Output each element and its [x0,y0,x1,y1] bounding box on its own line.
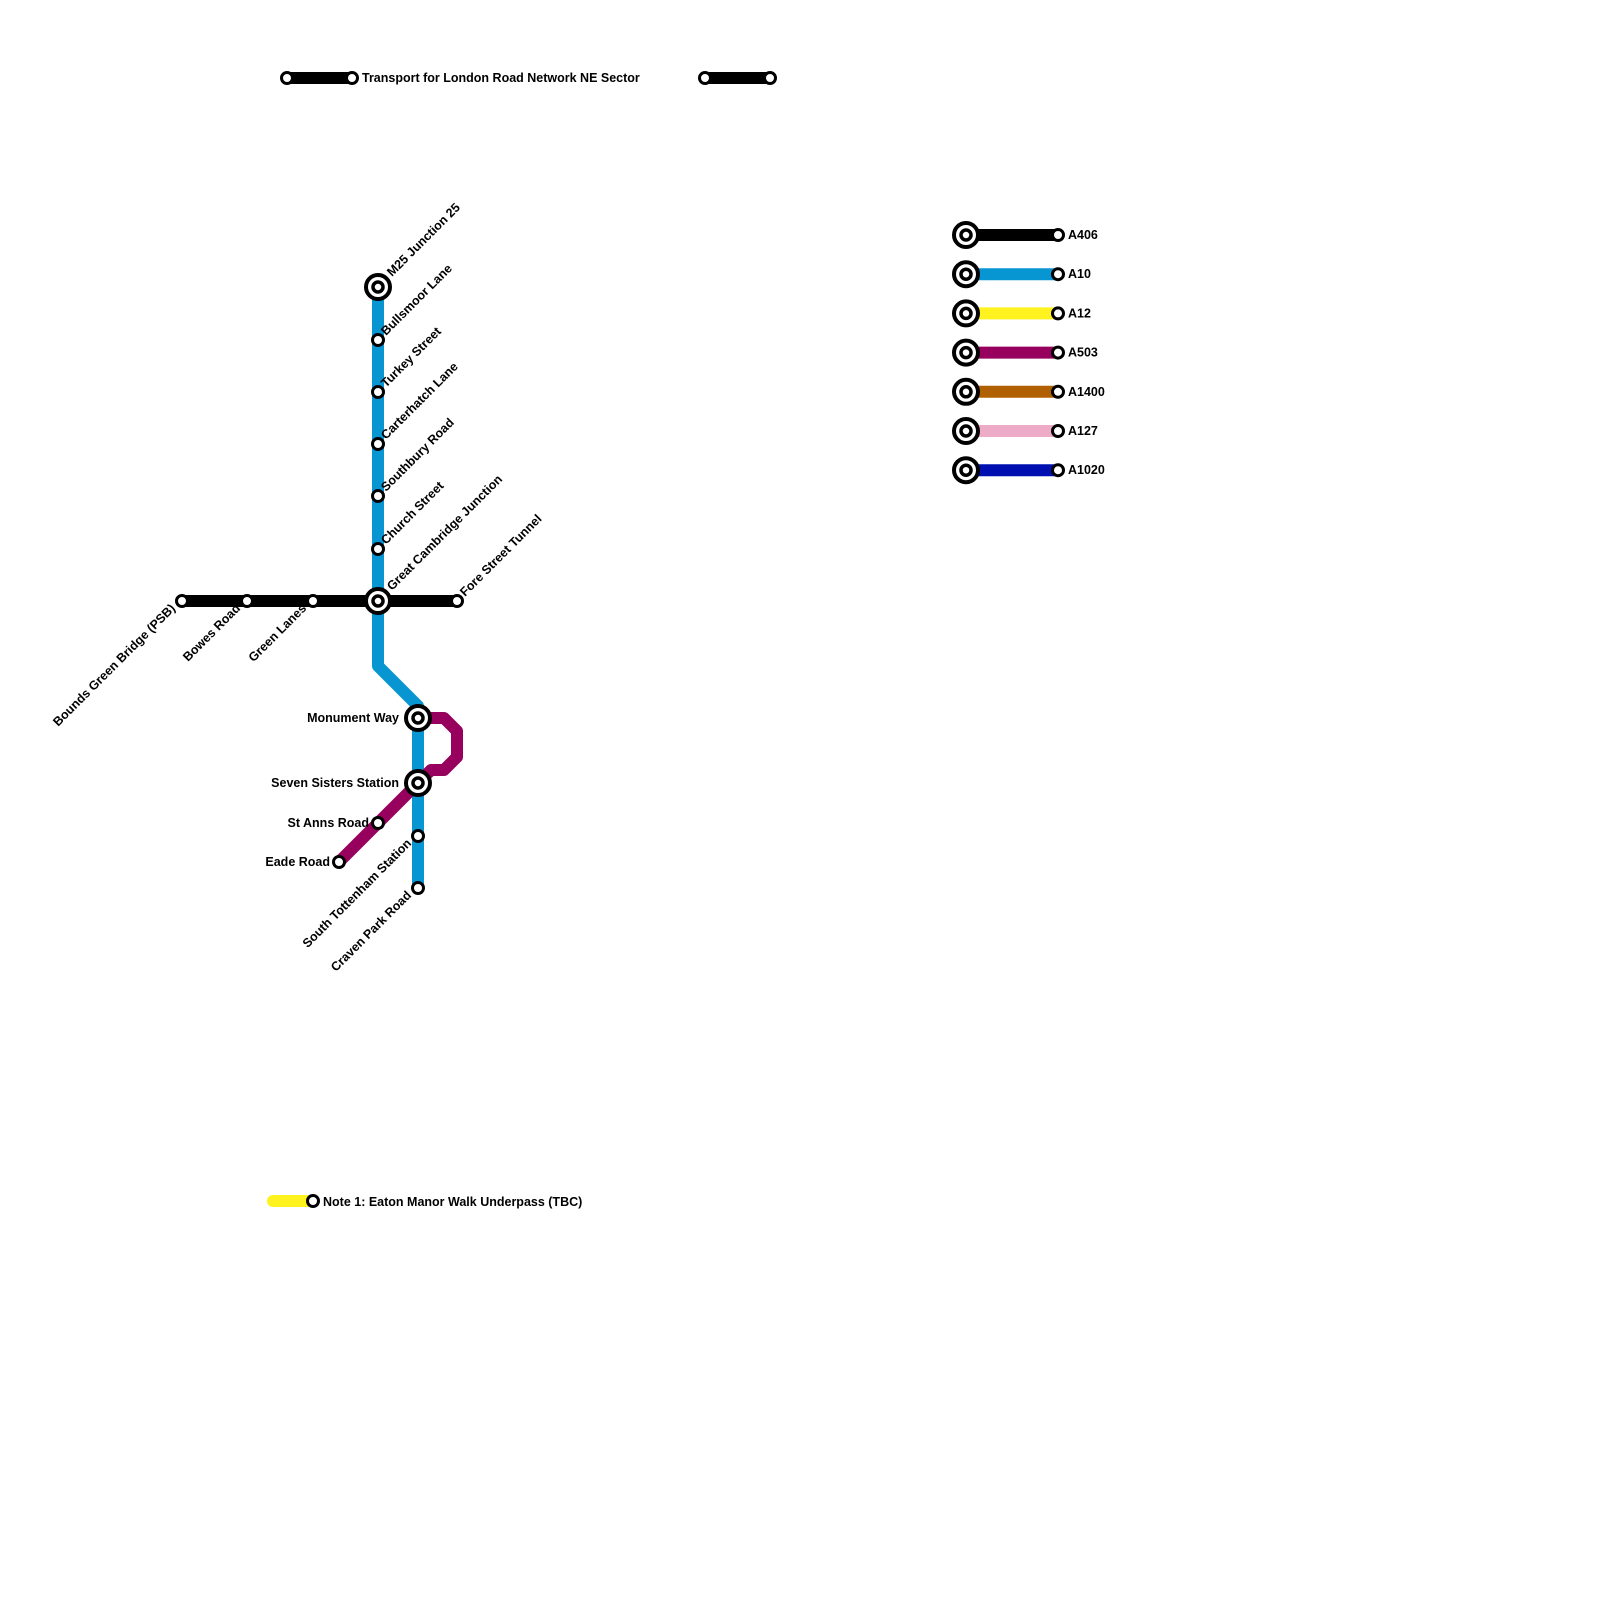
a503-line [333,712,463,868]
legend-end-icon [1051,424,1065,438]
map-title: Transport for London Road Network NE Sec… [362,71,640,85]
station-bowes-road-icon[interactable] [240,594,254,608]
station-bounds-green-bridge-psb-icon[interactable] [175,594,189,608]
legend-inner-icon [959,267,973,281]
legend-end-icon [1051,384,1065,399]
station-label-monument-way: Monument Way [307,711,399,725]
legend-inner-icon [959,463,973,477]
station-monument-way-inner-icon [411,711,425,725]
legend-label-a127: A127 [1068,424,1098,438]
legend-inner-icon [959,345,973,360]
station-southbury-road-icon[interactable] [371,489,385,503]
station-label-eade-road: Eade Road [265,855,330,869]
legend: A406 A10 A12 A503 A1400 A127 A1020 [952,221,1105,485]
note-icon[interactable] [306,1194,320,1208]
legend-inner-icon [959,424,973,438]
legend-label-a1400: A1400 [1068,385,1105,399]
station-great-cambridge-junction-inner-icon [371,594,385,608]
station-label-st-anns-road: St Anns Road [288,816,369,830]
legend-inner-icon [959,385,973,399]
legend-label-a503: A503 [1068,346,1098,360]
station-bullsmoor-lane-icon[interactable] [371,333,385,347]
station-m25-junction-25-inner-icon [371,280,385,294]
title-left-start-icon[interactable] [280,71,294,85]
title-right-end-icon[interactable] [763,71,777,85]
station-label-green-lanes: Green Lanes [246,601,309,664]
legend-end-icon [1051,306,1065,321]
station-carterhatch-lane-icon[interactable] [371,437,385,451]
title-left-end-icon[interactable] [345,71,359,85]
station-label-bounds-green-bridge-psb: Bounds Green Bridge (PSB) [50,601,178,729]
legend-inner-icon [959,306,973,321]
legend-label-a406: A406 [1068,228,1098,242]
station-seven-sisters-station-inner-icon [411,776,425,790]
legend-label-a10: A10 [1068,267,1091,281]
station-label-south-tottenham-station: South Tottenham Station [300,836,414,950]
legend-label-a12: A12 [1068,306,1091,320]
station-label-m25-junction-25: M25 Junction 25 [384,200,463,279]
route-lines [176,72,776,1207]
station-turkey-street-icon[interactable] [371,385,385,399]
legend-end-icon [1051,267,1065,282]
title-right-start-icon[interactable] [698,71,712,85]
station-craven-park-road-icon[interactable] [411,881,425,895]
station-label-seven-sisters-station: Seven Sisters Station [271,776,399,790]
station-eade-road-icon[interactable] [332,855,346,869]
station-green-lanes-icon[interactable] [306,594,320,608]
station-label-fore-street-tunnel: Fore Street Tunnel [457,512,544,599]
legend-end-icon [1051,228,1065,242]
legend-inner-icon [959,228,973,242]
legend-end-icon [1051,463,1065,478]
station-label-bowes-road: Bowes Road [180,601,243,664]
legend-end-icon [1051,345,1065,360]
note-text: Note 1: Eaton Manor Walk Underpass (TBC) [323,1195,582,1209]
station-church-street-icon[interactable] [371,542,385,556]
station-fore-street-tunnel-icon[interactable] [450,594,464,608]
legend-label-a1020: A1020 [1068,463,1105,477]
station-st-anns-road-icon[interactable] [371,816,385,830]
station-south-tottenham-station-icon[interactable] [411,829,425,843]
